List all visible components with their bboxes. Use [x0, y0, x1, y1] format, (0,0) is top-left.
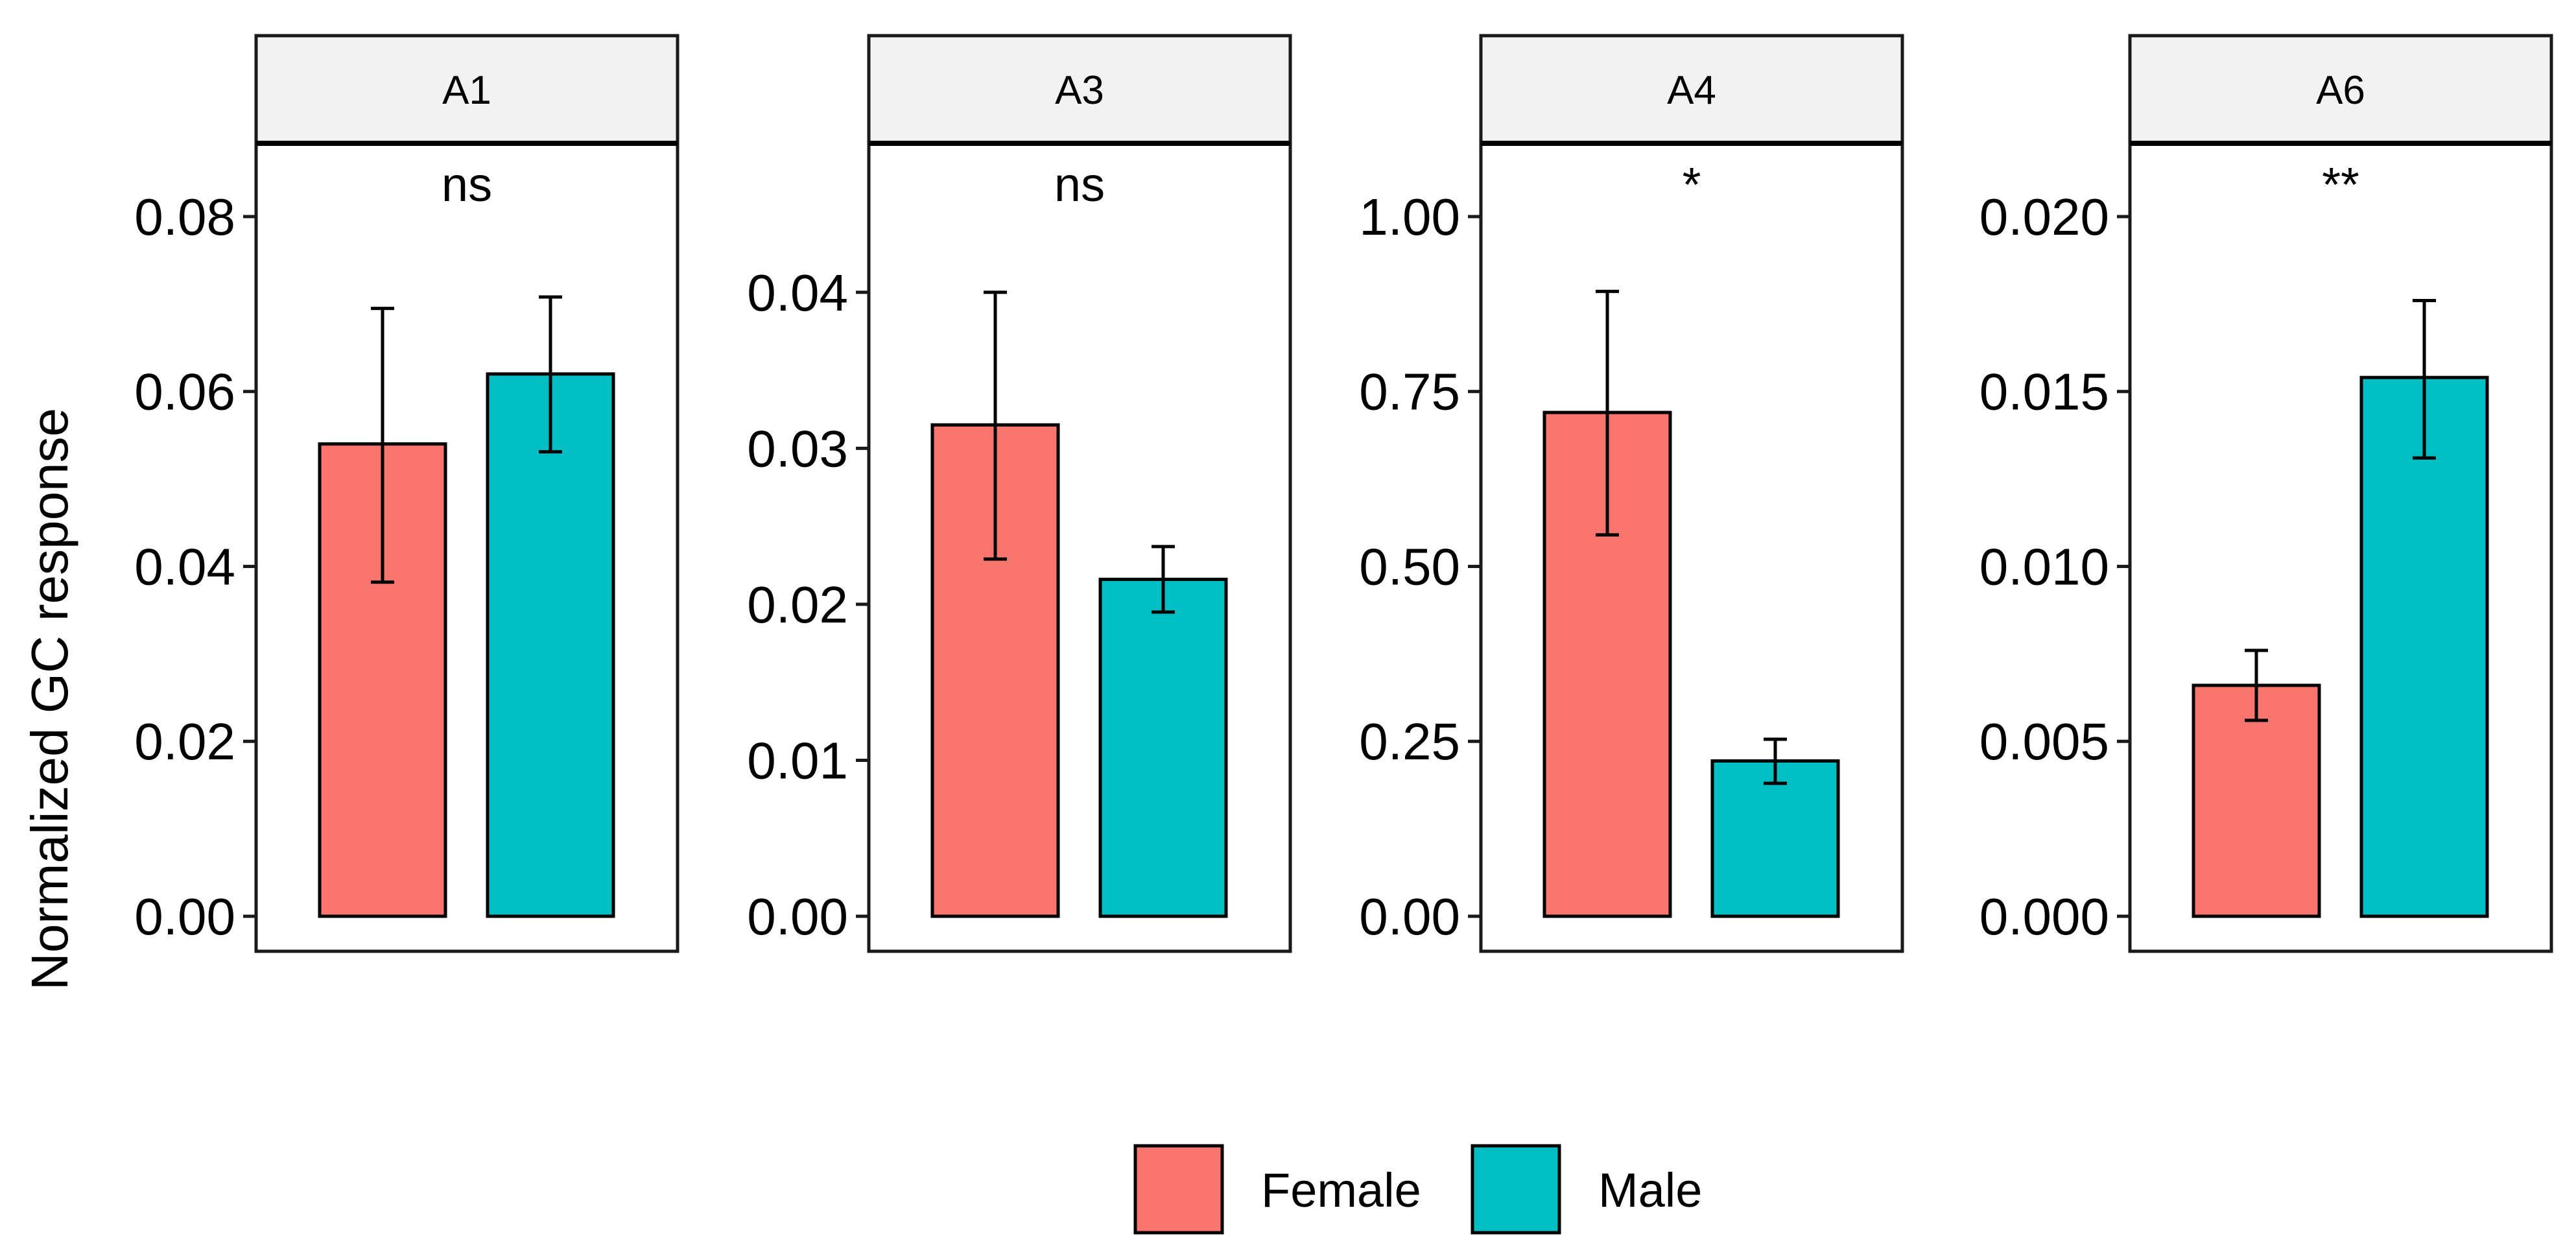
facet-strip	[2128, 34, 2553, 145]
y-tick-label: 0.00	[134, 888, 235, 945]
y-tick-label: 0.015	[1979, 363, 2109, 421]
significance-label: *	[1683, 158, 1701, 211]
y-tick-label: 0.50	[1359, 538, 1460, 595]
facet-strip-label: A6	[2316, 68, 2365, 113]
y-axis-label: Normalized GC response	[21, 408, 78, 990]
facet-a1: A1 ns 0.00 0.02 0.04 0.06 0.08	[134, 34, 679, 953]
significance-label: ns	[442, 158, 492, 211]
y-tick-label: 0.00	[1359, 888, 1460, 945]
facet-a3: A3 ns 0.00 0.01 0.02 0.03 0.04	[747, 34, 1292, 953]
facet-strip	[1479, 34, 1904, 145]
bar-female	[2192, 683, 2321, 918]
y-tick-label: 0.75	[1359, 363, 1460, 421]
y-tick-label: 0.000	[1979, 888, 2109, 945]
y-tick-label: 0.04	[134, 538, 235, 595]
facet-strip	[254, 34, 679, 145]
facet-strip	[867, 34, 1292, 145]
y-tick-label: 0.020	[1979, 188, 2109, 246]
legend-key-male	[1471, 1144, 1561, 1235]
facet-panels: A1 ns 0.00 0.02 0.04 0.06 0.08 A3 ns 0.00 0.01 0.02…	[134, 34, 2553, 953]
y-tick-label: 0.04	[747, 264, 848, 322]
y-tick-label: 0.06	[134, 363, 235, 421]
legend-label-female: Female	[1261, 1163, 1421, 1217]
bar-male	[1710, 759, 1840, 918]
facet-strip-label: A1	[442, 68, 491, 113]
y-tick-label: 0.01	[747, 731, 848, 789]
y-tick-label: 1.00	[1359, 188, 1460, 246]
bar-male	[1098, 577, 1228, 918]
y-tick-label: 0.005	[1979, 713, 2109, 770]
y-tick-label: 0.25	[1359, 713, 1460, 770]
y-tick-label: 0.00	[747, 888, 848, 945]
y-tick-label: 0.08	[134, 188, 235, 246]
significance-label: **	[2322, 158, 2359, 211]
legend: Female Male	[1133, 1144, 1702, 1235]
legend-key-female	[1133, 1144, 1224, 1235]
legend-label-male: Male	[1598, 1163, 1702, 1217]
y-tick-label: 0.02	[747, 576, 848, 634]
facet-a4: A4 * 0.00 0.25 0.50 0.75 1.00	[1359, 34, 1904, 953]
y-tick-label: 0.02	[134, 713, 235, 770]
facet-a6: A6 ** 0.000 0.005 0.010 0.015 0.020	[1979, 34, 2553, 953]
facet-strip-label: A3	[1055, 68, 1104, 113]
bar-male	[2359, 375, 2489, 918]
facet-strip-label: A4	[1667, 68, 1716, 113]
significance-label: ns	[1054, 158, 1105, 211]
bar-male	[486, 372, 615, 918]
y-tick-label: 0.010	[1979, 538, 2109, 595]
y-tick-label: 0.03	[747, 420, 848, 477]
